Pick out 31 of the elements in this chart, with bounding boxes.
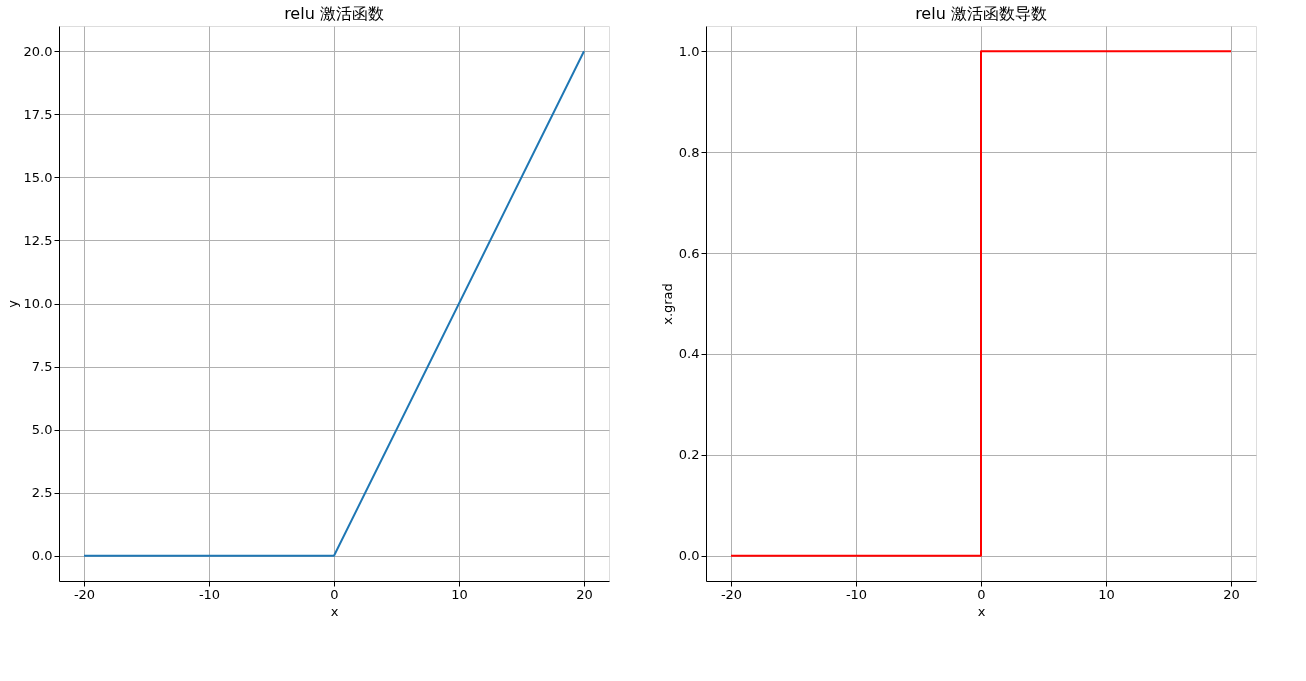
x-tick-label: -20 <box>73 586 96 602</box>
y-tick-label: 5.0 <box>31 422 53 438</box>
y-tick-label: 20.0 <box>23 43 53 59</box>
x-axis-title: x <box>977 603 986 619</box>
y-tick-label: 0.8 <box>678 144 700 160</box>
x-tick-label: -10 <box>845 586 868 602</box>
x-axis-title: x <box>330 603 339 619</box>
y-tick-label: 7.5 <box>31 359 53 375</box>
x-tick-label: 0 <box>977 586 986 602</box>
y-tick-label: 0.0 <box>678 548 700 564</box>
y-tick-label: 10.0 <box>23 296 53 311</box>
x-tick-label: 20 <box>1223 586 1240 602</box>
y-tick-label: 0.4 <box>678 346 700 362</box>
chart-title: relu 激活函数导数 <box>915 4 1047 23</box>
y-tick-label: 0.2 <box>678 447 700 463</box>
x-tick-label: 10 <box>1098 586 1115 602</box>
x-tick-label: -20 <box>720 586 743 602</box>
y-tick-label: 12.5 <box>23 232 53 248</box>
y-tick-label: 1.0 <box>678 43 700 59</box>
y-tick-label: 0.6 <box>678 245 700 261</box>
chart-title: relu 激活函数 <box>284 4 384 23</box>
y-tick-label: 0.0 <box>31 548 53 564</box>
y-tick-label: 2.5 <box>31 485 53 501</box>
x-tick-label: 10 <box>451 586 468 602</box>
y-axis-title: x.grad <box>659 283 675 325</box>
x-tick-label: 0 <box>330 586 339 602</box>
y-axis-title: y <box>4 299 20 308</box>
x-tick-label: 20 <box>576 586 593 602</box>
y-tick-label: 15.0 <box>23 169 53 185</box>
y-tick-label: 17.5 <box>23 106 53 122</box>
x-tick-label: -10 <box>198 586 221 602</box>
